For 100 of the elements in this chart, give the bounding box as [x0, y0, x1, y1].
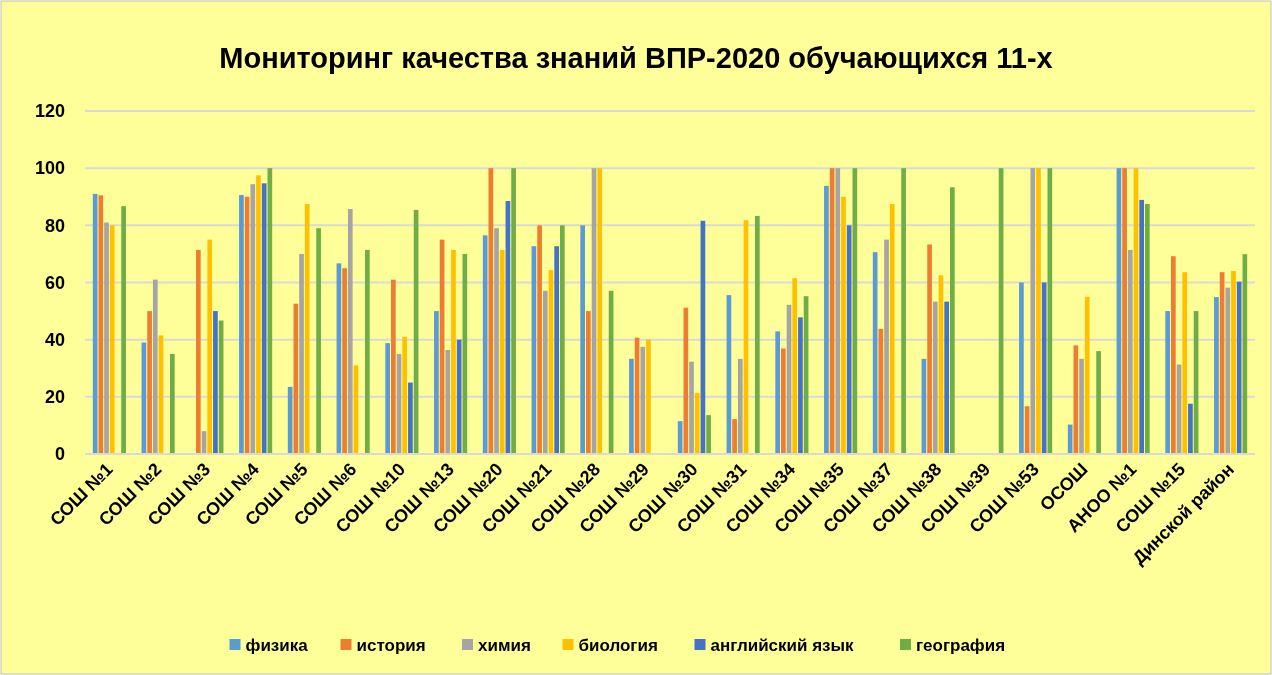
legend-label: биология: [578, 635, 658, 655]
bar: [434, 311, 439, 454]
bar: [316, 228, 321, 454]
legend-label: география: [916, 635, 1006, 655]
bar: [640, 346, 646, 454]
y-tick-label: 20: [44, 387, 65, 408]
bar: [1041, 282, 1047, 454]
bar: [537, 225, 542, 454]
bar: [147, 311, 152, 454]
bar: [385, 343, 390, 454]
bar: [841, 196, 846, 454]
bar: [408, 382, 413, 454]
bar: [835, 168, 841, 454]
y-tick-label: 60: [44, 272, 65, 293]
legend-label: английский язык: [710, 635, 855, 655]
bar: [456, 339, 462, 454]
bar: [1030, 168, 1036, 454]
bar: [499, 249, 505, 454]
bar: [597, 168, 603, 454]
bar: [1084, 296, 1090, 454]
bar: [944, 301, 949, 454]
chart-title: Мониторинг качества знаний ВПР-2020 обучающихся 11-х: [219, 42, 1053, 74]
bar: [1096, 351, 1101, 454]
bar: [1122, 168, 1127, 454]
bar: [1145, 203, 1150, 454]
bar: [482, 235, 488, 454]
bar: [239, 195, 244, 454]
bar: [152, 279, 158, 454]
bar: [1127, 249, 1133, 454]
bar: [1036, 168, 1041, 454]
bar: [1139, 199, 1144, 454]
bar: [365, 249, 370, 454]
bar: [304, 203, 310, 454]
bar: [261, 183, 267, 454]
bar: [287, 386, 293, 454]
y-tick-label: 120: [34, 101, 65, 122]
legend-label: химия: [478, 635, 531, 655]
bar: [586, 311, 591, 454]
bar: [1079, 358, 1084, 454]
bar: [824, 185, 829, 454]
bar: [884, 239, 889, 454]
bar: [299, 253, 304, 454]
bar: [1165, 311, 1170, 454]
y-tick-label: 40: [44, 329, 65, 350]
y-tick-label: 100: [34, 158, 65, 179]
legend-label: физика: [245, 635, 309, 655]
bar: [402, 336, 408, 454]
bar: [798, 317, 803, 454]
bar: [1171, 256, 1176, 454]
bar: [1019, 282, 1024, 454]
bar: [542, 290, 548, 454]
y-tick-label: 80: [44, 215, 65, 236]
bar: [580, 225, 585, 454]
bar: [1188, 403, 1193, 454]
bar: [846, 225, 852, 454]
bar: [104, 222, 109, 454]
bar: [755, 215, 760, 454]
legend-label: история: [356, 635, 426, 655]
bar: [170, 353, 175, 454]
bar: [1225, 287, 1231, 454]
bar: [706, 415, 711, 454]
bar: [927, 244, 932, 454]
bar: [1067, 424, 1073, 454]
bar: [1236, 281, 1242, 454]
bar: [781, 348, 786, 454]
bar: [689, 361, 694, 454]
y-tick-label: 0: [54, 444, 65, 465]
bar: [445, 349, 451, 454]
bar: [932, 301, 938, 454]
bar: [109, 225, 115, 454]
bar: [256, 175, 261, 454]
bar: [889, 203, 895, 454]
bar: [1214, 297, 1219, 454]
bar: [1182, 272, 1188, 454]
bar: [872, 252, 878, 454]
bar: [792, 278, 798, 454]
bar: [1231, 271, 1236, 454]
bar: [646, 339, 651, 454]
bar: [391, 279, 396, 454]
bar: [950, 187, 955, 454]
bar: [213, 311, 218, 454]
bar: [677, 421, 683, 454]
bar: [511, 168, 516, 454]
bar: [92, 193, 98, 454]
bar: [342, 268, 347, 454]
bar: [347, 209, 353, 454]
bar: [554, 246, 559, 454]
bar: [196, 249, 201, 454]
bar: [560, 225, 565, 454]
bar: [494, 228, 499, 454]
bar: [775, 331, 780, 454]
bar: [737, 358, 743, 454]
bar: [451, 249, 456, 454]
bar: [694, 392, 700, 454]
bar: [732, 419, 737, 454]
bar: [629, 358, 634, 454]
bar: [207, 239, 213, 454]
bar: [250, 184, 256, 454]
bar: [901, 168, 906, 454]
bar: [121, 206, 126, 454]
